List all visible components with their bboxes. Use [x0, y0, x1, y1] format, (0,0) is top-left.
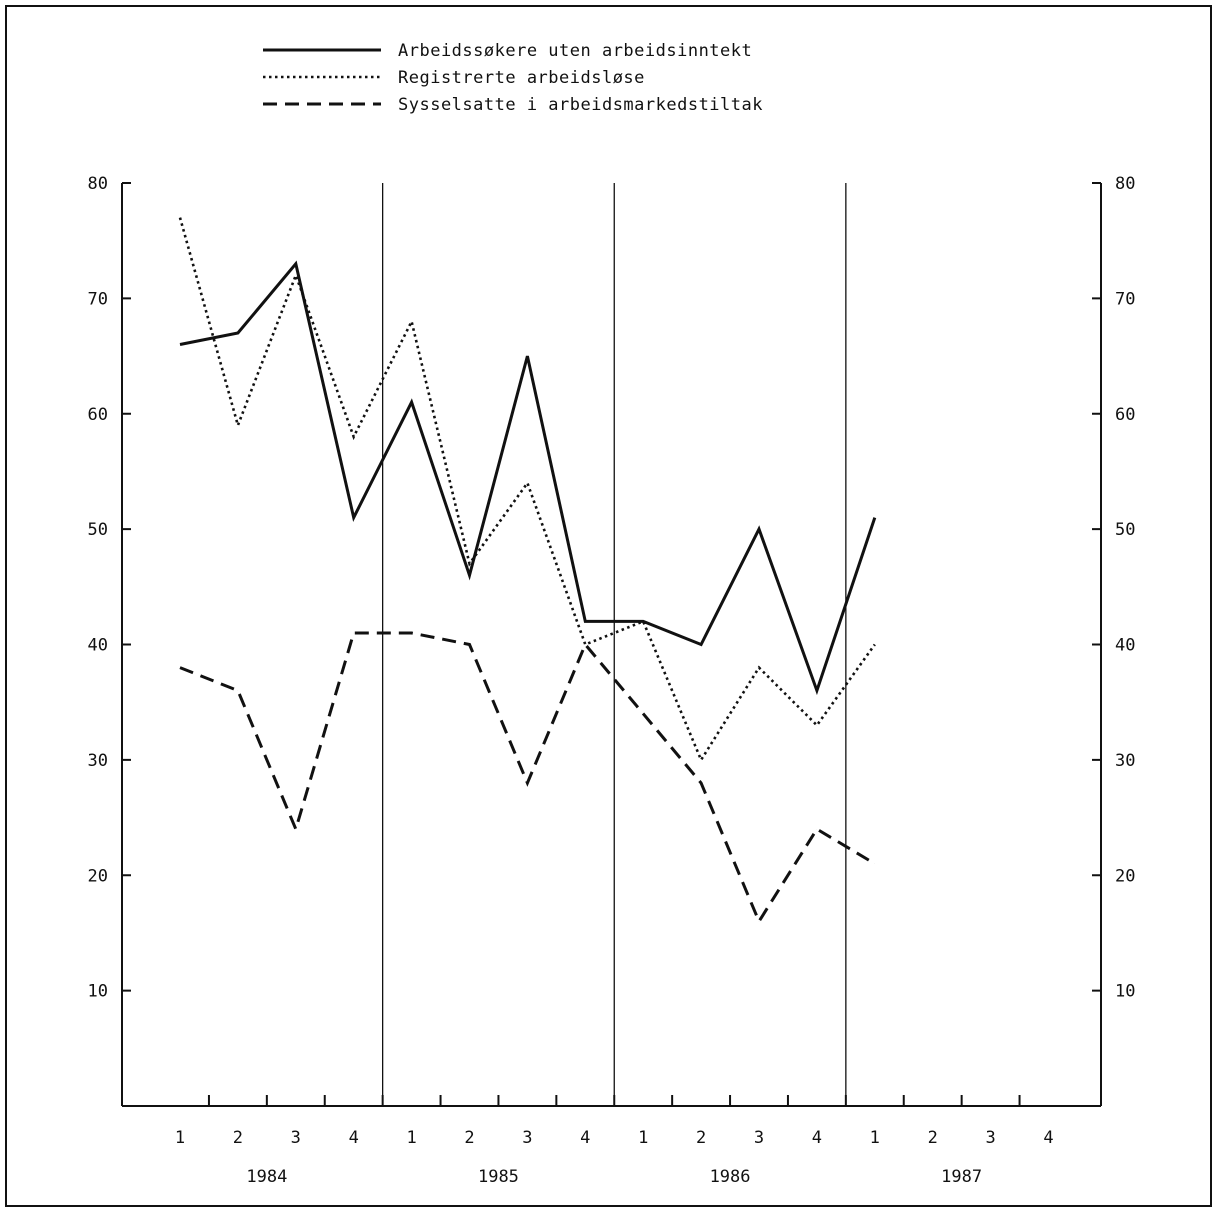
x-quarter-label: 4	[812, 1128, 822, 1148]
y-tick-label-right: 30	[1115, 751, 1135, 771]
x-quarter-label: 1	[175, 1128, 185, 1148]
series-line-dotted	[178, 217, 876, 763]
y-tick-label-right: 60	[1115, 405, 1135, 425]
y-tick-label-left: 40	[88, 636, 108, 656]
x-quarter-label: 1	[406, 1128, 416, 1148]
y-tick-label-left: 70	[88, 289, 108, 309]
series-line-solid	[179, 260, 877, 696]
y-tick-label-right: 70	[1115, 289, 1135, 309]
legend-label: Arbeidssøkere uten arbeidsinntekt	[398, 41, 752, 61]
y-tick-label-right: 80	[1115, 174, 1135, 194]
x-quarter-label: 4	[1043, 1128, 1053, 1148]
x-year-label: 1986	[710, 1167, 751, 1187]
y-tick-label-left: 60	[88, 405, 108, 425]
y-tick-label-left: 20	[88, 866, 108, 886]
y-tick-label-right: 10	[1115, 982, 1135, 1002]
y-tick-label-left: 80	[88, 174, 108, 194]
x-quarter-label: 3	[522, 1128, 532, 1148]
series-lines	[178, 217, 877, 925]
x-quarter-label: 3	[754, 1128, 764, 1148]
x-axis-labels: 1 2 3 4 1 2 3 4 1 2 3 4 1 2 3 4 1984 1985 1986 1987	[175, 1128, 1054, 1187]
y-tick-label-right: 20	[1115, 866, 1135, 886]
legend-label: Registrerte arbeidsløse	[398, 68, 645, 88]
x-quarter-label: 2	[928, 1128, 938, 1148]
legend: Arbeidssøkere uten arbeidsinntekt Registr…	[263, 41, 763, 115]
x-year-label: 1984	[246, 1167, 287, 1187]
y-tick-label-right: 40	[1115, 636, 1135, 656]
year-dividers	[381, 183, 847, 1106]
x-quarter-label: 3	[291, 1128, 301, 1148]
x-quarter-label: 4	[349, 1128, 359, 1148]
y-tick-label-left: 50	[88, 520, 108, 540]
x-quarter-label: 2	[464, 1128, 474, 1148]
x-year-label: 1985	[478, 1167, 519, 1187]
series-line-dashed	[179, 631, 876, 925]
y-tick-label-left: 10	[88, 982, 108, 1002]
x-quarter-label: 4	[580, 1128, 590, 1148]
x-year-label: 1987	[941, 1167, 982, 1187]
x-quarter-label: 3	[985, 1128, 995, 1148]
x-quarter-label: 2	[233, 1128, 243, 1148]
x-quarter-label: 1	[870, 1128, 880, 1148]
y-tick-label-left: 30	[88, 751, 108, 771]
legend-label: Sysselsatte i arbeidsmarkedstiltak	[398, 95, 763, 115]
x-quarter-label: 2	[696, 1128, 706, 1148]
axes: 10 10 20 20 30 30 40 40 50 50 60 60 70 70 80 80	[88, 174, 1135, 1107]
x-quarter-label: 1	[638, 1128, 648, 1148]
chart-frame	[5, 5, 1212, 1207]
y-tick-label-right: 50	[1115, 520, 1135, 540]
